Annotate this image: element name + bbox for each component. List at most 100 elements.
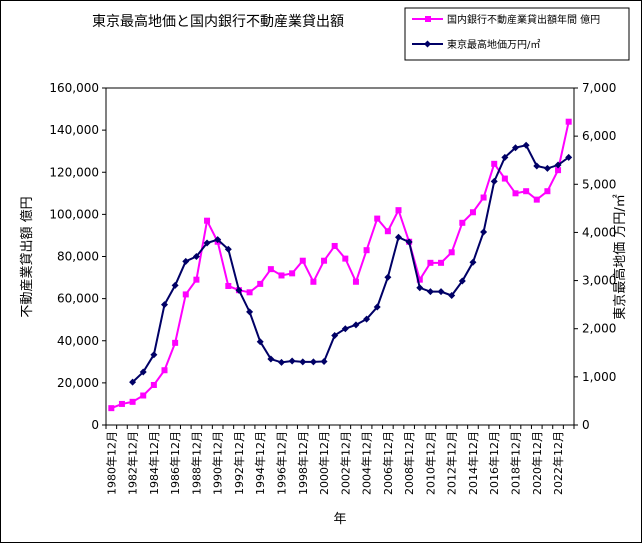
data-point: [203, 239, 211, 247]
data-point: [204, 217, 211, 224]
data-point: [320, 357, 328, 365]
data-point: [491, 160, 498, 167]
data-point: [214, 236, 222, 244]
data-point: [182, 291, 189, 298]
plot-area: [105, 87, 575, 426]
data-point: [267, 266, 274, 273]
data-point: [533, 196, 540, 203]
data-point: [373, 303, 381, 311]
x-axis-label: 年: [333, 512, 346, 527]
x-tick-label: 2018年12月: [509, 431, 523, 495]
x-tick-label: 2020年12月: [530, 431, 544, 495]
data-point: [565, 118, 572, 125]
x-tick-label: 1986年12月: [168, 431, 182, 495]
data-point: [171, 281, 179, 289]
right-tick-label: 5,000: [582, 177, 616, 191]
data-point: [192, 253, 200, 260]
data-point: [480, 194, 487, 201]
data-point: [352, 321, 360, 329]
x-tick-label: 2014年12月: [466, 431, 480, 495]
x-tick-label: 1992年12月: [232, 431, 246, 495]
data-point: [161, 301, 168, 309]
data-point: [555, 167, 562, 174]
data-point: [523, 188, 530, 195]
data-point: [438, 259, 445, 266]
x-tick-label: 1988年12月: [189, 431, 203, 495]
data-point: [331, 331, 339, 339]
data-point: [246, 308, 254, 316]
data-point: [374, 215, 381, 222]
data-point: [193, 276, 200, 283]
data-point: [384, 273, 392, 281]
data-point: [289, 270, 296, 277]
chart-title: 東京最高地価と国内銀行不動産業貸出額: [92, 13, 344, 30]
left-tick-label: 0: [91, 418, 99, 432]
data-point: [426, 288, 434, 296]
x-tick-label: 2012年12月: [445, 431, 459, 495]
x-tick-label: 1994年12月: [253, 431, 267, 495]
data-point: [278, 358, 285, 366]
data-point: [267, 355, 275, 363]
x-tick-label: 2004年12月: [360, 431, 374, 495]
right-axis-ticks: 0 1,000 2,000 3,000 4,000 5,000 6,000 7,000: [574, 81, 616, 432]
data-point: [246, 289, 253, 296]
x-tick-label: 2016年12月: [487, 431, 501, 495]
data-point: [172, 339, 179, 346]
data-point: [331, 242, 338, 249]
left-tick-label: 60,000: [57, 292, 99, 306]
left-tick-label: 80,000: [57, 250, 99, 264]
legend-box: [404, 7, 630, 61]
data-point: [565, 153, 573, 161]
legend: 国内銀行不動産業貸出額年間 億円 東京最高地価万円/㎡: [404, 7, 630, 61]
data-point: [139, 368, 147, 376]
data-point: [512, 190, 519, 197]
data-point: [395, 207, 402, 214]
data-point: [490, 177, 498, 185]
series-layer: [108, 118, 573, 412]
right-tick-label: 2,000: [582, 322, 616, 336]
left-tick-label: 20,000: [57, 376, 99, 390]
data-point: [161, 367, 168, 374]
left-tick-label: 100,000: [49, 207, 99, 221]
right-axis-label: 東京最高地価 万円/㎡: [612, 194, 628, 320]
data-point: [459, 219, 466, 226]
data-point: [288, 357, 296, 365]
legend-label-loans: 国内銀行不動産業貸出額年間 億円: [447, 13, 600, 26]
right-tick-label: 0: [582, 418, 590, 432]
data-point: [448, 249, 455, 256]
legend-marker-loans: [425, 16, 431, 22]
data-point: [342, 255, 349, 262]
data-point: [182, 257, 190, 265]
x-tick-label: 2002年12月: [338, 431, 352, 495]
data-point: [140, 392, 147, 399]
data-point: [480, 228, 488, 236]
data-point: [416, 284, 424, 292]
data-point: [384, 228, 391, 235]
data-point: [427, 259, 434, 266]
data-point: [533, 162, 541, 170]
data-point: [437, 288, 445, 296]
data-point: [554, 161, 562, 169]
data-point: [363, 315, 371, 323]
data-point: [129, 378, 137, 386]
data-point: [448, 291, 456, 299]
data-point: [225, 282, 232, 289]
data-point: [235, 286, 243, 294]
data-point: [150, 381, 157, 388]
legend-marker-landprice: [424, 40, 431, 48]
data-point: [129, 398, 136, 405]
x-tick-label: 2000年12月: [317, 431, 331, 495]
data-point: [299, 257, 306, 264]
data-point: [458, 277, 466, 285]
legend-label-landprice: 東京最高地価万円/㎡: [447, 38, 540, 51]
data-point: [469, 209, 476, 216]
data-point: [108, 405, 115, 412]
data-point: [512, 144, 519, 152]
data-point: [224, 245, 232, 253]
data-point: [501, 175, 508, 182]
left-tick-label: 140,000: [49, 123, 99, 137]
left-axis-label: 不動産業貸出額 億円: [19, 196, 35, 317]
series-2: [129, 141, 573, 386]
